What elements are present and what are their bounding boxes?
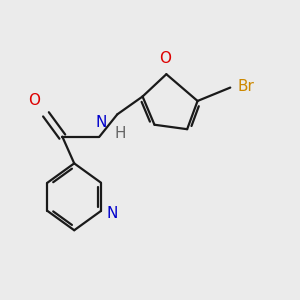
Text: O: O [159,51,171,66]
Text: N: N [106,206,118,221]
Text: H: H [115,126,126,141]
Text: O: O [28,93,40,108]
Text: Br: Br [238,79,255,94]
Text: N: N [95,115,106,130]
